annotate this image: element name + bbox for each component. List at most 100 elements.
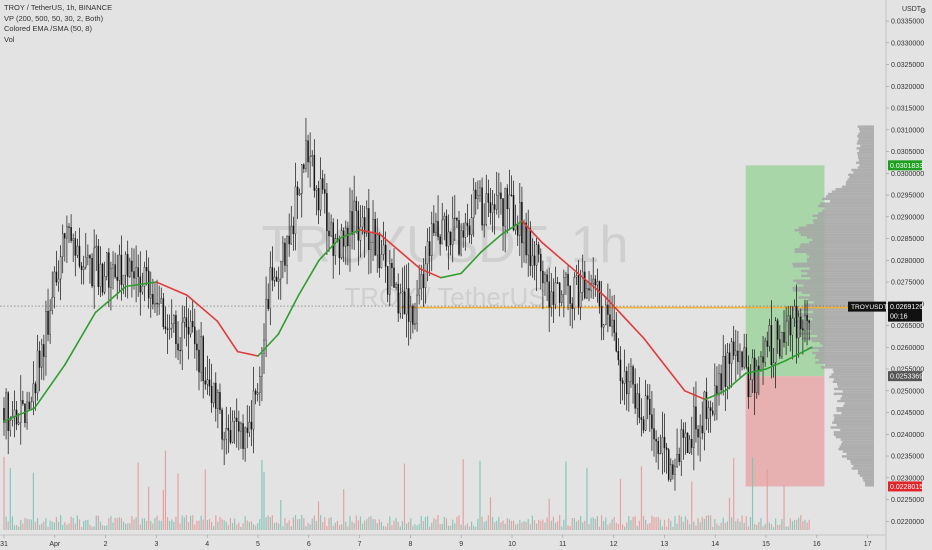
- ema-segment-falling: [419, 268, 442, 279]
- volume-bar: [569, 526, 571, 530]
- candle-up: [527, 228, 529, 256]
- volume-bar: [550, 520, 552, 530]
- volume-bar: [309, 524, 311, 530]
- candle-down: [317, 188, 320, 211]
- volume-bar: [236, 524, 238, 530]
- volume-bar: [389, 516, 391, 530]
- ema-segment-rising: [460, 250, 483, 275]
- volume-bar: [494, 522, 496, 530]
- volume-bar: [512, 520, 515, 530]
- volume-bar: [594, 518, 596, 530]
- candle-down: [126, 254, 129, 277]
- volume-bar: [36, 518, 39, 530]
- axis-settings-icon[interactable]: ⚙: [920, 7, 926, 15]
- volume-profile-bin: [844, 402, 874, 405]
- volume-profile-bin: [857, 139, 874, 143]
- target-price-badge: 0.0301833: [888, 160, 923, 171]
- volume-bar: [460, 524, 462, 530]
- price-tick-label: 0.0320000: [891, 84, 924, 91]
- candle-down: [466, 222, 469, 227]
- ema-segment-rising: [94, 285, 127, 314]
- volume-bar: [366, 519, 368, 530]
- volume-bar: [712, 526, 714, 530]
- candle-down: [594, 278, 597, 286]
- candle-up: [496, 194, 498, 210]
- candle-down: [296, 186, 299, 196]
- volume-bar: [87, 519, 89, 530]
- volume-bar: [703, 519, 705, 530]
- volume-bar: [452, 519, 454, 530]
- volume-profile-bin: [857, 151, 874, 155]
- candle-down: [728, 352, 731, 364]
- ema-segment-rising: [338, 229, 361, 240]
- candle-up: [498, 192, 500, 196]
- volume-bar: [741, 515, 743, 530]
- candle-down: [439, 236, 441, 245]
- volume-bar: [391, 525, 393, 530]
- volume-bar: [592, 517, 594, 530]
- candle-down: [70, 227, 72, 241]
- volume-bar: [173, 521, 175, 530]
- volume-bar: [219, 516, 221, 530]
- volume-profile-bin: [794, 320, 874, 323]
- candle-down: [617, 351, 620, 361]
- candle-up: [561, 294, 563, 303]
- candle-down: [332, 222, 334, 256]
- volume-bar: [336, 520, 338, 530]
- time-axis[interactable]: 31 Apr 2 3 4 5 6 7 8 9 10 11 12 13 14 15 16 17: [0, 535, 872, 548]
- volume-profile-bin: [846, 180, 874, 184]
- volume-bar: [296, 519, 299, 530]
- volume-bar: [89, 524, 91, 530]
- candle-down: [525, 222, 527, 256]
- volume-profile-bin: [834, 387, 874, 391]
- volume-bar: [271, 515, 273, 530]
- volume-bar: [800, 515, 802, 530]
- volume-bar: [682, 521, 684, 530]
- volume-bar: [380, 521, 383, 530]
- volume-profile-bin: [857, 469, 874, 473]
- candle-down: [412, 305, 414, 325]
- candle-down: [672, 464, 674, 475]
- legend-volume-profile[interactable]: VP (200, 500, 50, 30, 2, Both): [4, 13, 104, 23]
- axis-currency-label[interactable]: USDT: [902, 6, 922, 13]
- volume-bar: [542, 519, 544, 530]
- volume-bar: [104, 525, 106, 530]
- candle-up: [366, 208, 368, 234]
- candle-down: [407, 288, 410, 322]
- candle-up: [680, 429, 683, 462]
- candle-down: [250, 421, 253, 430]
- candle-up: [124, 254, 127, 276]
- ema-segment-falling: [643, 337, 666, 366]
- candle-up: [550, 291, 553, 308]
- volume-profile-bin: [818, 358, 874, 362]
- volume-profile-bin: [826, 195, 874, 198]
- last-price-badge: 0.0269126 00:16: [888, 301, 923, 322]
- volume-bar: [349, 515, 351, 530]
- volume-bar: [169, 520, 171, 530]
- candle-down: [74, 238, 77, 256]
- candle-down: [80, 265, 83, 271]
- volume-bar: [619, 478, 622, 530]
- volume-bar: [292, 517, 294, 530]
- volume-bar: [202, 519, 204, 530]
- volume-profile-bin: [792, 262, 874, 266]
- volume-bar: [473, 525, 475, 530]
- candle-up: [451, 217, 454, 246]
- candle-up: [225, 428, 228, 440]
- volume-bar: [280, 499, 282, 530]
- legend-volume[interactable]: Vol: [4, 34, 15, 44]
- legend-symbol[interactable]: TROY / TetherUS, 1h, BINANCE: [4, 3, 113, 12]
- volume-bar: [93, 526, 95, 530]
- volume-bar: [525, 521, 527, 530]
- legend-ema[interactable]: Colored EMA /SMA (50, 8): [4, 24, 92, 33]
- position-tool[interactable]: [745, 165, 825, 487]
- volume-bar: [364, 520, 366, 530]
- volume-profile-bin: [840, 397, 874, 400]
- ema-segment-rising: [257, 333, 280, 357]
- price-tick-label: 0.0285000: [891, 236, 924, 243]
- time-tick-label: 3: [154, 541, 158, 548]
- volume-bar: [611, 519, 613, 530]
- volume-profile-bin: [798, 327, 874, 331]
- candle-up: [504, 188, 506, 227]
